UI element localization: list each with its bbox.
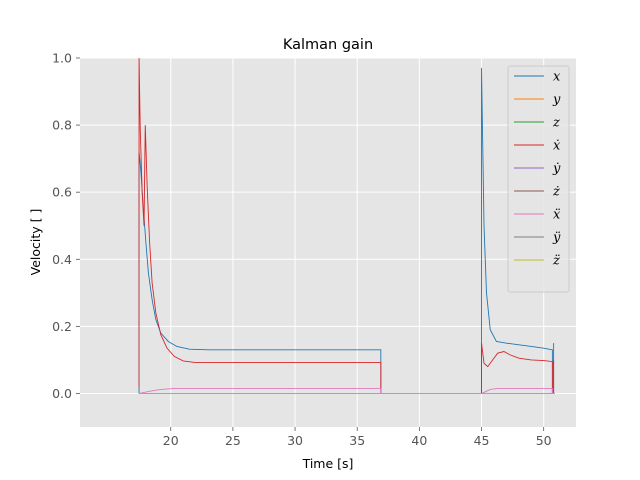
legend-label: ÿ	[552, 231, 561, 246]
x-tick-label: 45	[474, 433, 490, 448]
y-tick-label: 0.0	[52, 386, 72, 401]
y-tick-label: 0.2	[52, 319, 72, 334]
legend-label: z	[552, 116, 560, 131]
y-tick-label: 0.6	[52, 185, 72, 200]
x-tick-label: 20	[163, 433, 179, 448]
series-line	[138, 58, 555, 394]
series-lines	[138, 58, 555, 394]
legend-label: ẋ	[553, 139, 561, 154]
x-tick-label: 25	[225, 433, 241, 448]
y-tick-label: 0.4	[52, 252, 72, 267]
legend-label: x	[553, 70, 561, 85]
x-tick-label: 50	[536, 433, 552, 448]
legend-label: z̈	[552, 254, 560, 269]
x-axis-label: Time [s]	[302, 456, 354, 471]
plot-area	[80, 58, 576, 427]
y-tick-label: 1.0	[52, 51, 72, 66]
x-tick-labels: 20 25 30 35 40 45 50	[163, 427, 552, 448]
legend-label: ẏ	[552, 162, 561, 177]
x-tick-label: 30	[287, 433, 303, 448]
x-tick-label: 40	[411, 433, 427, 448]
legend-label: y	[552, 93, 561, 108]
y-tick-label: 0.8	[52, 118, 72, 133]
series-line	[138, 387, 555, 394]
chart-title: Kalman gain	[283, 37, 373, 53]
y-tick-labels: 0.0 0.2 0.4 0.6 0.8 1.0	[52, 51, 80, 401]
x-tick-label: 35	[349, 433, 365, 448]
y-axis-label: Velocity [ ]	[28, 209, 43, 276]
legend-label: ẍ	[553, 208, 561, 223]
legend-label: ż	[552, 185, 560, 200]
